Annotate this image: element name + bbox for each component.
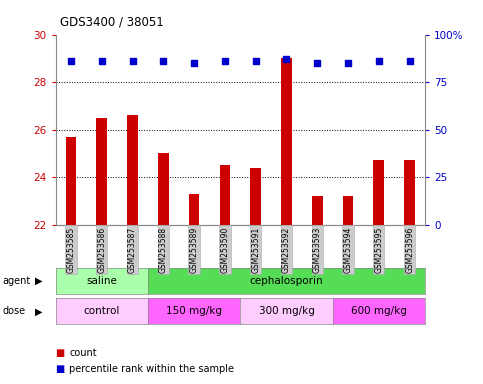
Text: control: control	[84, 306, 120, 316]
Text: GSM253585: GSM253585	[67, 227, 75, 273]
Text: GSM253591: GSM253591	[251, 227, 260, 273]
Text: 300 mg/kg: 300 mg/kg	[258, 306, 314, 316]
Text: percentile rank within the sample: percentile rank within the sample	[69, 364, 234, 374]
Bar	[189, 194, 199, 225]
Text: GDS3400 / 38051: GDS3400 / 38051	[60, 15, 164, 28]
Text: cephalosporin: cephalosporin	[250, 276, 323, 286]
Bar	[342, 196, 354, 225]
Bar	[127, 115, 138, 225]
Point	[159, 58, 167, 64]
Point	[190, 60, 198, 66]
Bar	[250, 168, 261, 225]
Text: GSM253593: GSM253593	[313, 227, 322, 273]
Point	[128, 58, 136, 64]
Point	[406, 58, 413, 64]
Text: ▶: ▶	[35, 306, 43, 316]
Text: GSM253592: GSM253592	[282, 227, 291, 273]
Text: 600 mg/kg: 600 mg/kg	[351, 306, 407, 316]
Text: count: count	[69, 348, 97, 358]
Point	[283, 56, 290, 62]
Bar	[158, 153, 169, 225]
Point	[375, 58, 383, 64]
Bar	[66, 137, 76, 225]
Text: GSM253588: GSM253588	[159, 227, 168, 273]
Point	[98, 58, 106, 64]
Point	[313, 60, 321, 66]
Text: ▶: ▶	[35, 276, 43, 286]
Text: saline: saline	[86, 276, 117, 286]
Text: agent: agent	[2, 276, 30, 286]
Point	[67, 58, 75, 64]
Text: GSM253590: GSM253590	[220, 227, 229, 273]
Text: GSM253586: GSM253586	[97, 227, 106, 273]
Bar	[312, 196, 323, 225]
Text: ■: ■	[56, 348, 65, 358]
Text: 150 mg/kg: 150 mg/kg	[166, 306, 222, 316]
Text: GSM253589: GSM253589	[190, 227, 199, 273]
Bar	[219, 165, 230, 225]
Text: GSM253594: GSM253594	[343, 227, 353, 273]
Point	[221, 58, 229, 64]
Point	[252, 58, 259, 64]
Point	[344, 60, 352, 66]
Bar	[96, 118, 107, 225]
Bar	[373, 161, 384, 225]
Text: GSM253596: GSM253596	[405, 227, 414, 273]
Text: dose: dose	[2, 306, 26, 316]
Bar	[404, 161, 415, 225]
Bar	[281, 58, 292, 225]
Text: ■: ■	[56, 364, 65, 374]
Text: GSM253595: GSM253595	[374, 227, 384, 273]
Text: GSM253587: GSM253587	[128, 227, 137, 273]
